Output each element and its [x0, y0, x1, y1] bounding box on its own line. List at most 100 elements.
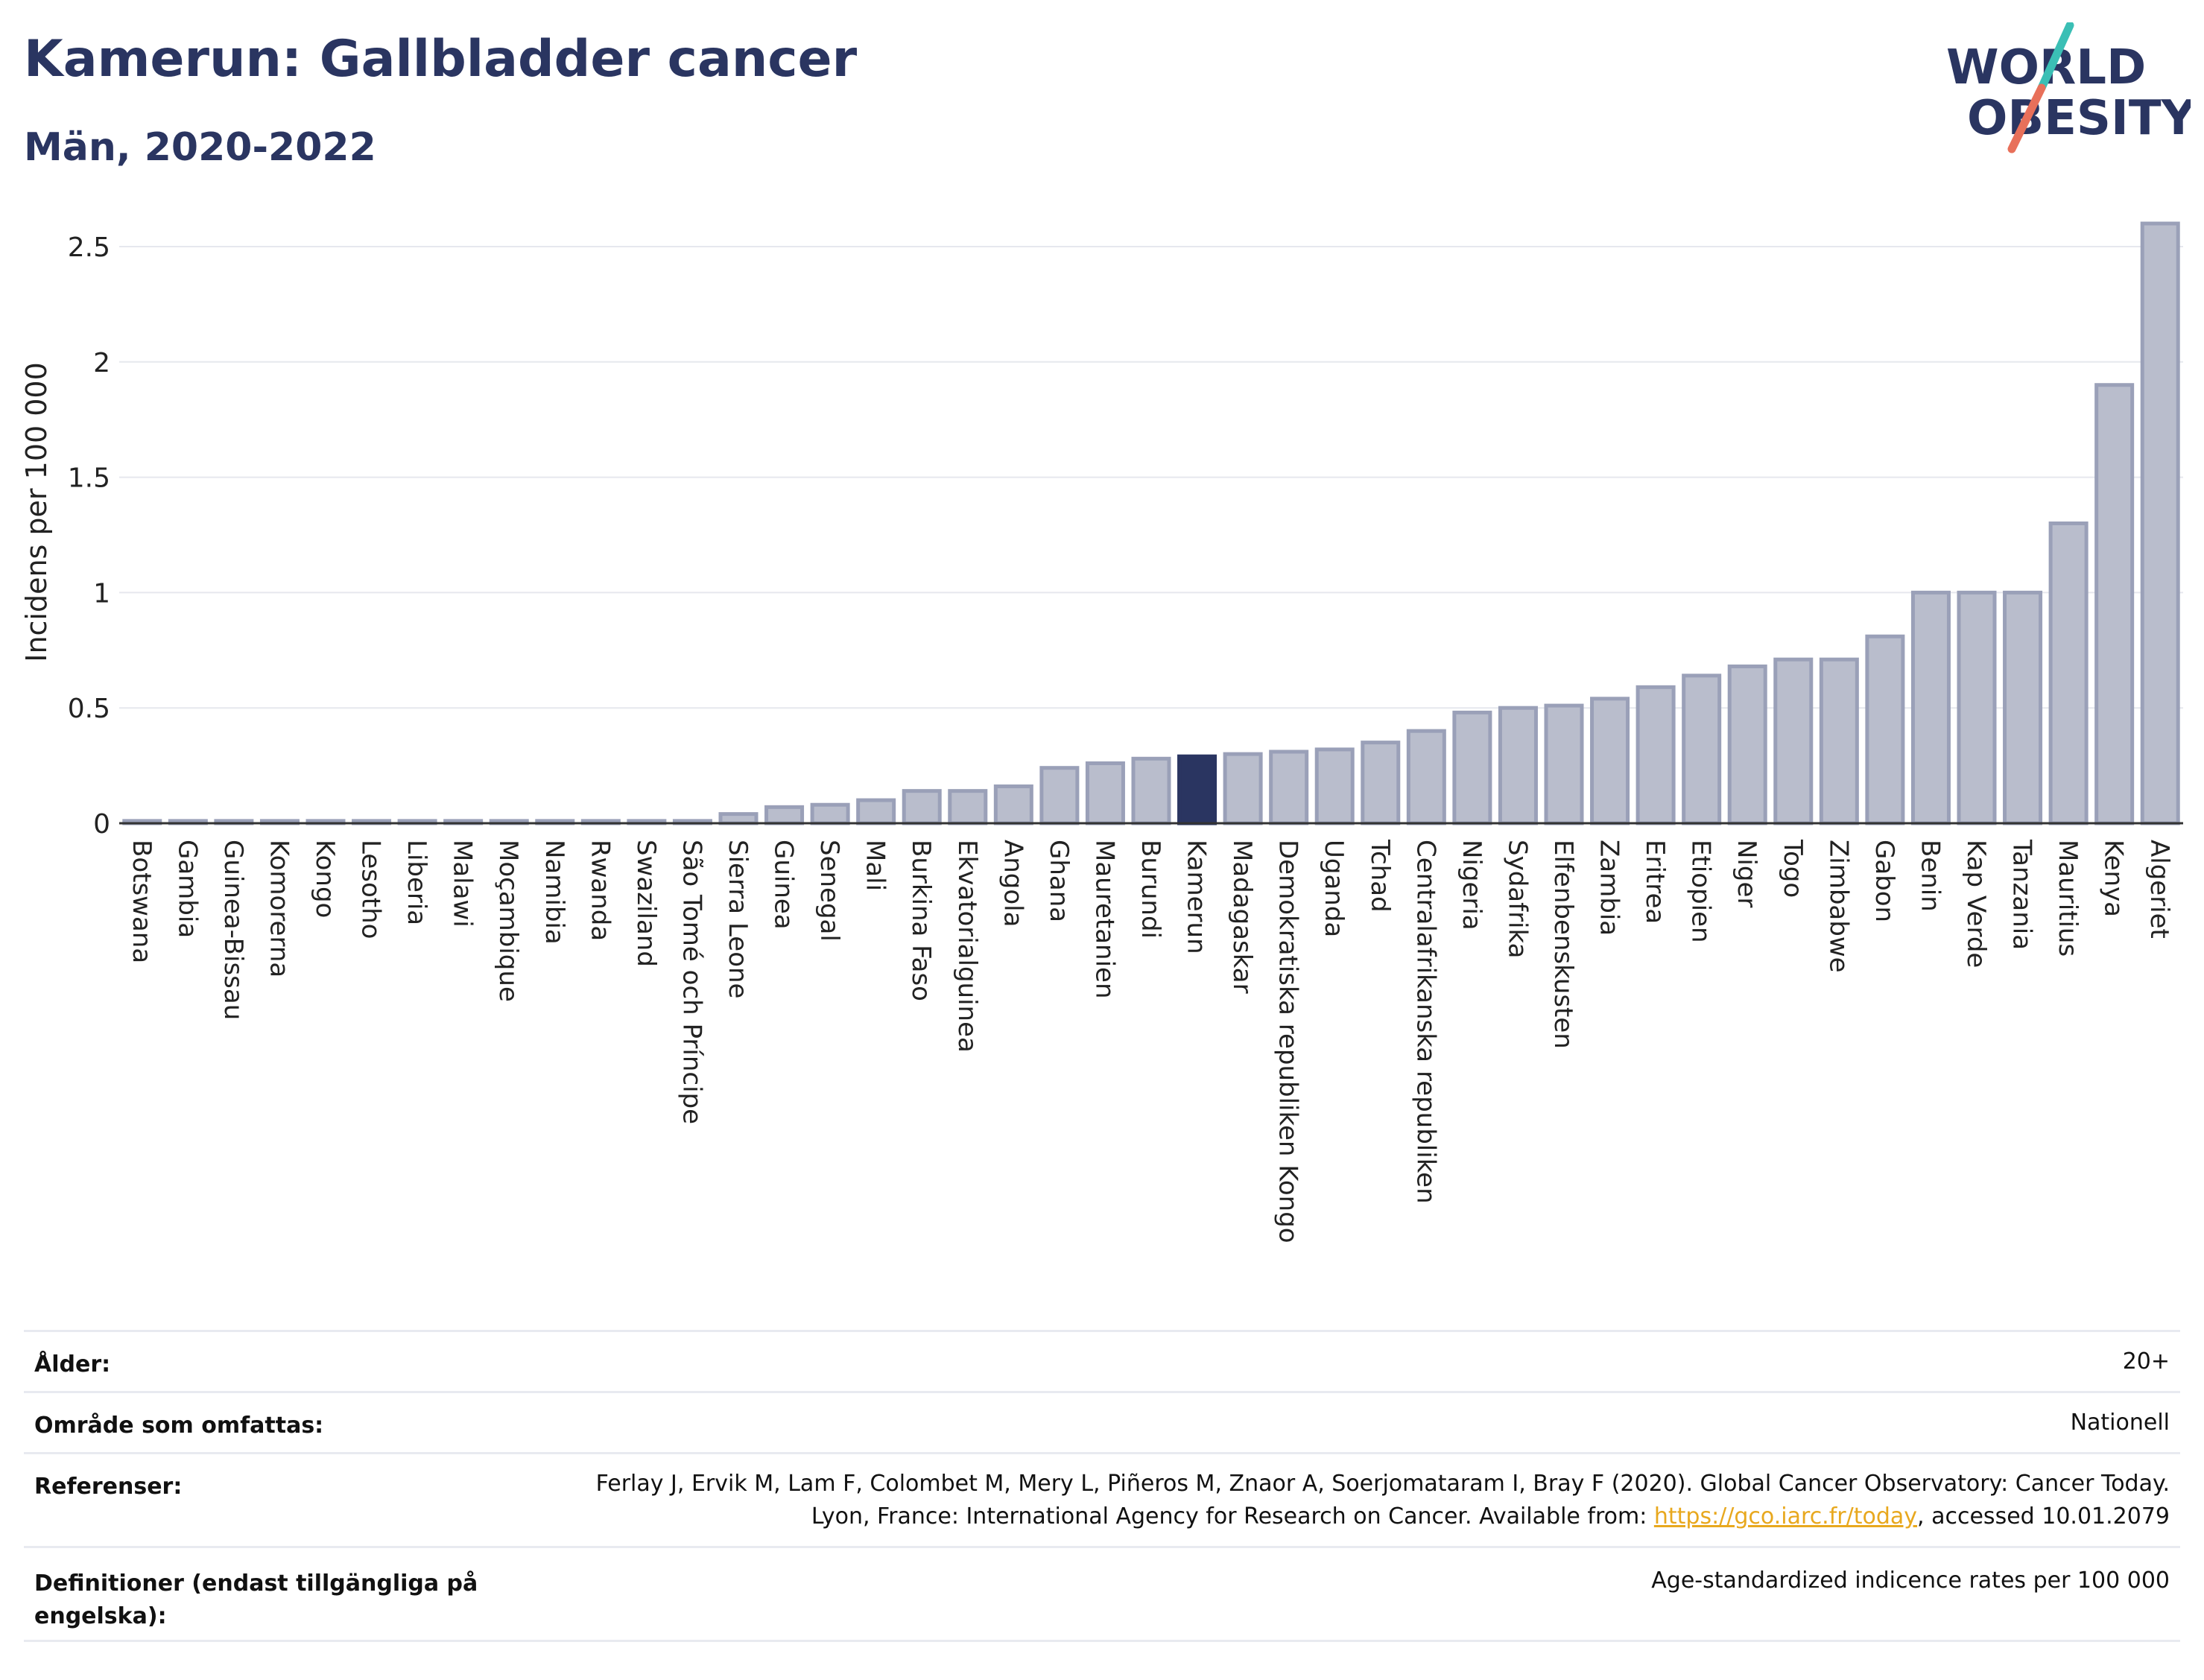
bar-benin[interactable] — [1910, 590, 1951, 825]
bar-madagaskar[interactable] — [1223, 752, 1263, 825]
bar-senegal[interactable] — [810, 802, 850, 825]
page-subtitle: Män, 2020-2022 — [24, 125, 376, 170]
y-tick-label: 1.5 — [68, 463, 110, 494]
x-tick-label: Zimbabwe — [1823, 840, 1853, 973]
meta-label-area: Område som omfattas: — [34, 1413, 324, 1439]
meta-row-definitions: Definitioner (endast tillgängliga på eng… — [24, 1546, 2180, 1642]
bar-elfenbenskusten[interactable] — [1544, 703, 1584, 825]
y-axis: 0 0.5 1 1.5 2 2.5 — [68, 232, 110, 840]
bar-algeriet[interactable] — [2140, 221, 2180, 825]
bar-burkina-faso[interactable] — [902, 789, 942, 825]
x-tick-label: Mali — [861, 840, 890, 891]
bar-ghana[interactable] — [1039, 766, 1080, 825]
bar-uganda[interactable] — [1314, 747, 1355, 825]
x-tick-label: Komorerna — [264, 840, 294, 977]
bar-tanzania[interactable] — [2003, 590, 2043, 825]
bar-sierra-leone[interactable] — [718, 812, 759, 825]
x-tick-label: Guinea-Bissau — [218, 840, 248, 1020]
x-tick-label: Sierra Leone — [723, 840, 753, 998]
meta-label-definitions: Definitioner (endast tillgängliga på eng… — [34, 1570, 478, 1629]
y-tick-label: 2.5 — [68, 232, 110, 263]
logo-slash-top — [2037, 22, 2074, 92]
x-tick-label: Gabon — [1869, 840, 1899, 922]
logo-line2: OBESITY — [1967, 91, 2191, 146]
x-tick-label: Centralafrikanska republiken — [1410, 840, 1440, 1204]
bar-kamerun[interactable] — [1177, 754, 1217, 825]
x-tick-label: Kap Verde — [1961, 840, 1991, 968]
meta-value-definitions: Age-standardized indicence rates per 100… — [1651, 1568, 2170, 1594]
x-tick-label: Mauretanien — [1089, 840, 1119, 999]
bar-niger[interactable] — [1727, 664, 1767, 825]
meta-table: Ålder: 20+ Område som omfattas: Nationel… — [24, 1330, 2180, 1643]
x-tick-label: Elfenbenskusten — [1548, 840, 1578, 1049]
bar-nigeria[interactable] — [1452, 710, 1492, 825]
bar-sydafrika[interactable] — [1498, 706, 1538, 825]
x-tick-label: Benin — [1915, 840, 1945, 912]
x-tick-label: Kamerun — [1182, 840, 1212, 954]
x-tick-label: Kenya — [2099, 840, 2129, 917]
bars — [122, 221, 2180, 825]
meta-value-references: Ferlay J, Ervik M, Lam F, Colombet M, Me… — [560, 1468, 2170, 1533]
x-tick-label: Algeriet — [2144, 840, 2174, 939]
x-tick-label: Rwanda — [585, 840, 615, 941]
meta-row-references: Referenser: Ferlay J, Ervik M, Lam F, Co… — [24, 1452, 2180, 1548]
reference-text: Ferlay J, Ervik M, Lam F, Colombet M, Me… — [595, 1471, 2170, 1530]
x-tick-label: Tanzania — [2007, 839, 2037, 950]
meta-row-area: Område som omfattas: Nationell — [24, 1391, 2180, 1454]
bar-mauretanien[interactable] — [1085, 761, 1125, 825]
bar-chart: 0 0.5 1 1.5 2 2.5 Botswana Gambia Guinea-Bissau… — [20, 221, 2183, 1243]
bar-gabon[interactable] — [1865, 634, 1905, 825]
x-tick-label: Malawi — [448, 840, 478, 928]
x-tick-label: Uganda — [1319, 840, 1349, 937]
bar-centralafrikanska-republiken[interactable] — [1406, 729, 1446, 825]
x-tick-label: Mauritius — [2053, 840, 2083, 957]
y-tick-label: 1 — [93, 578, 110, 609]
bar-zambia[interactable] — [1590, 697, 1630, 825]
y-tick-label: 0 — [93, 809, 110, 840]
bar-kenya[interactable] — [2094, 383, 2135, 825]
x-tick-label: Togo — [1778, 839, 1808, 898]
bar-togo[interactable] — [1773, 657, 1814, 825]
meta-bottom-border — [24, 1640, 2180, 1642]
reference-link[interactable]: https://gco.iarc.fr/today — [1653, 1503, 1918, 1530]
bar-eritrea[interactable] — [1635, 685, 1676, 825]
page-title: Kamerun: Gallbladder cancer — [24, 30, 858, 89]
bar-burundi[interactable] — [1131, 756, 1171, 825]
x-tick-label: Namibia — [539, 840, 569, 945]
bar-etiopien[interactable] — [1682, 673, 1722, 825]
x-axis-labels: Botswana Gambia Guinea-Bissau Komorerna Kong… — [127, 839, 2174, 1243]
meta-row-age: Ålder: 20+ — [24, 1330, 2180, 1393]
x-tick-label: Zambia — [1595, 840, 1624, 936]
x-tick-label: Demokratiska republiken Kongo — [1273, 840, 1303, 1243]
bar-demokratiska-republiken-kongo[interactable] — [1269, 749, 1309, 825]
y-axis-label: Incidens per 100 000 — [20, 362, 53, 662]
x-tick-label: Botswana — [127, 840, 156, 963]
x-tick-label: Senegal — [814, 840, 844, 942]
bar-mali[interactable] — [856, 798, 896, 825]
bar-zimbabwe[interactable] — [1819, 657, 1859, 825]
bar-angola[interactable] — [993, 784, 1033, 825]
bar-ekvatorialguinea[interactable] — [948, 789, 988, 825]
x-tick-label: Swaziland — [631, 840, 661, 967]
meta-value-area: Nationell — [2070, 1410, 2170, 1436]
bar-tchad[interactable] — [1361, 741, 1401, 825]
x-tick-label: Moçambique — [493, 840, 523, 1002]
meta-label-age: Ålder: — [34, 1351, 111, 1378]
x-tick-label: Burkina Faso — [906, 840, 936, 1001]
bar-kap-verde[interactable] — [1957, 590, 1997, 825]
meta-label-references: Referenser: — [34, 1474, 183, 1500]
x-tick-label: Eritrea — [1640, 840, 1670, 924]
reference-accessed: , accessed 10.01.2079 — [1917, 1503, 2170, 1530]
y-tick-label: 0.5 — [68, 694, 110, 724]
x-tick-label: Etiopien — [1686, 840, 1716, 943]
x-tick-label: São Tomé och Príncipe — [677, 840, 706, 1124]
y-tick-label: 2 — [93, 348, 110, 378]
world-obesity-logo: WORLD OBESITY — [1946, 22, 2191, 153]
x-tick-label: Guinea — [769, 840, 799, 930]
bar-mauritius[interactable] — [2048, 522, 2089, 825]
x-tick-label: Ghana — [1044, 840, 1074, 922]
meta-value-age: 20+ — [2122, 1348, 2170, 1375]
logo-slash-bottom — [2007, 83, 2046, 153]
x-tick-label: Burundi — [1136, 840, 1165, 939]
bar-guinea[interactable] — [764, 805, 805, 825]
